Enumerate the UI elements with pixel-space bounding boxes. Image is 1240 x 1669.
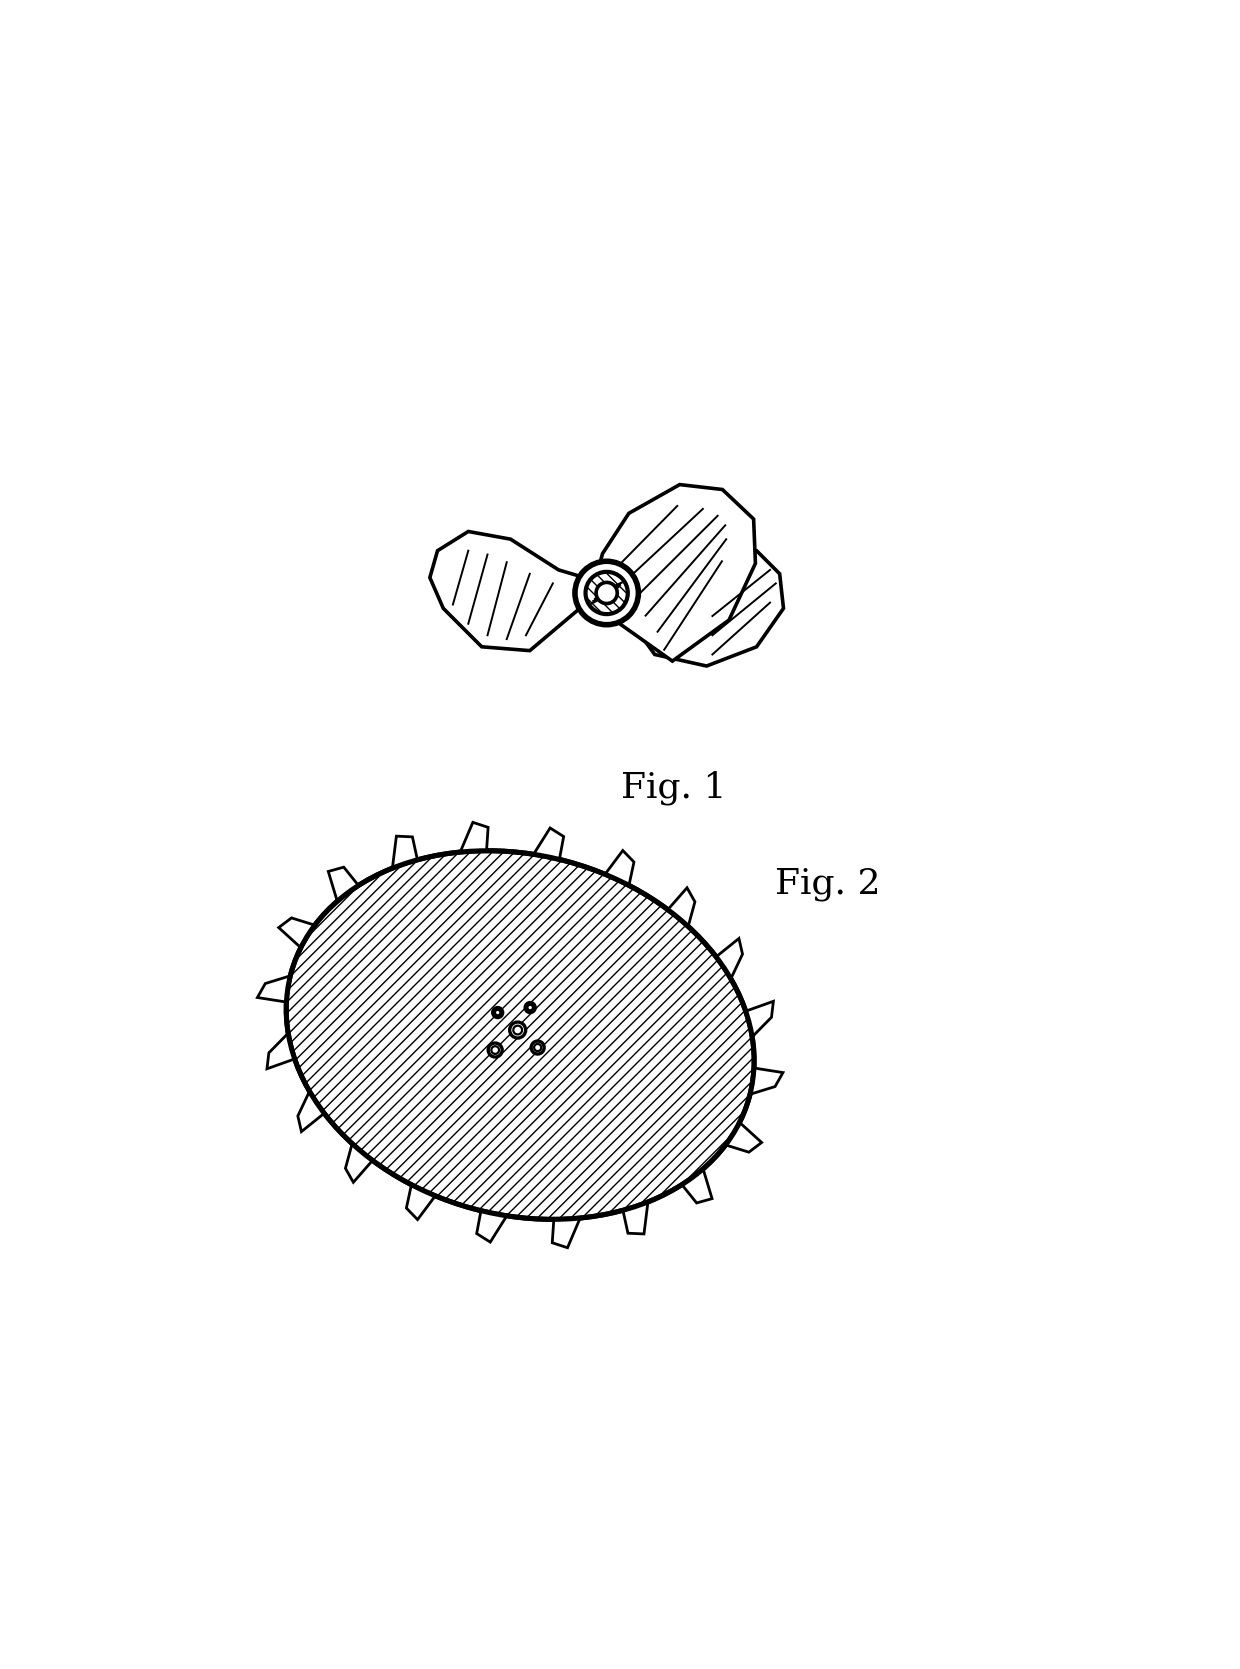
Circle shape xyxy=(574,561,640,626)
Circle shape xyxy=(489,1043,502,1056)
Circle shape xyxy=(527,1005,533,1010)
Polygon shape xyxy=(476,1212,507,1242)
Polygon shape xyxy=(750,1068,782,1095)
Circle shape xyxy=(492,1008,502,1018)
Polygon shape xyxy=(407,1185,435,1220)
Polygon shape xyxy=(267,1033,294,1068)
Polygon shape xyxy=(392,836,418,868)
Polygon shape xyxy=(682,1170,712,1203)
Circle shape xyxy=(491,1046,498,1053)
Circle shape xyxy=(575,561,639,624)
Circle shape xyxy=(534,1045,541,1051)
Polygon shape xyxy=(329,868,358,901)
Circle shape xyxy=(585,572,627,614)
Text: Fig. 1: Fig. 1 xyxy=(621,771,727,804)
Polygon shape xyxy=(552,1218,580,1248)
Polygon shape xyxy=(727,1123,761,1152)
Polygon shape xyxy=(622,1202,649,1233)
Text: Fig. 2: Fig. 2 xyxy=(775,866,880,901)
Polygon shape xyxy=(614,551,784,666)
Circle shape xyxy=(513,1026,522,1035)
Circle shape xyxy=(531,1041,544,1055)
Circle shape xyxy=(510,1021,526,1038)
Circle shape xyxy=(596,582,618,604)
Polygon shape xyxy=(279,918,314,948)
Polygon shape xyxy=(717,938,743,978)
Polygon shape xyxy=(430,531,594,651)
Polygon shape xyxy=(346,1143,372,1182)
Polygon shape xyxy=(746,1001,774,1036)
Circle shape xyxy=(526,1003,536,1013)
Ellipse shape xyxy=(286,851,754,1220)
Polygon shape xyxy=(460,823,489,851)
Polygon shape xyxy=(533,828,564,860)
Polygon shape xyxy=(593,484,755,661)
Polygon shape xyxy=(298,1092,324,1132)
Polygon shape xyxy=(605,851,634,885)
Polygon shape xyxy=(668,888,694,926)
Circle shape xyxy=(495,1010,501,1015)
Polygon shape xyxy=(258,976,290,1001)
